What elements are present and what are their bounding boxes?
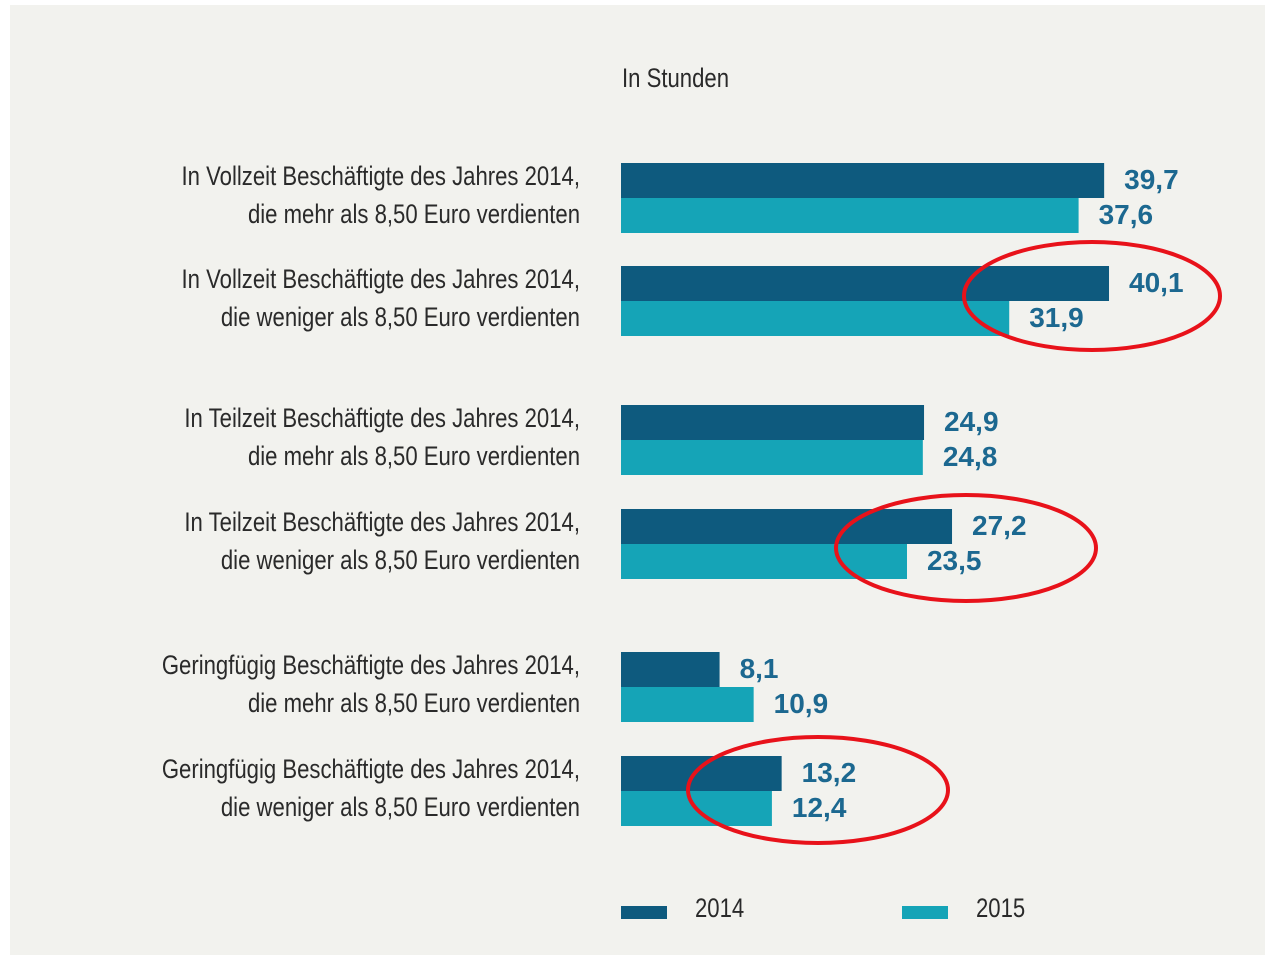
value-label: 10,9	[774, 688, 829, 719]
value-label: 12,4	[792, 792, 847, 823]
bar	[621, 687, 754, 722]
category-label: In Vollzeit Beschäftigte des Jahres 2014…	[182, 265, 580, 295]
bar	[621, 509, 953, 544]
highlight-ellipse	[834, 493, 1098, 603]
bar	[621, 405, 925, 440]
legend-swatch	[621, 906, 667, 919]
highlight-ellipse	[962, 240, 1222, 352]
category-label: In Teilzeit Beschäftigte des Jahres 2014…	[184, 508, 580, 538]
category-label: die weniger als 8,50 Euro verdienten	[221, 793, 580, 823]
bar	[621, 544, 907, 579]
category-label: die mehr als 8,50 Euro verdienten	[248, 689, 580, 719]
value-label: 27,2	[972, 510, 1026, 541]
category-label: die weniger als 8,50 Euro verdienten	[221, 303, 580, 333]
category-label: die mehr als 8,50 Euro verdienten	[248, 200, 580, 230]
category-label: Geringfügig Beschäftigte des Jahres 2014…	[162, 651, 580, 681]
legend-label: 2015	[976, 894, 1025, 924]
bar	[621, 440, 923, 475]
bar	[621, 198, 1079, 233]
category-label: In Teilzeit Beschäftigte des Jahres 2014…	[184, 404, 580, 434]
category-label: die weniger als 8,50 Euro verdienten	[221, 546, 580, 576]
bar	[621, 266, 1110, 301]
value-label: 31,9	[1029, 302, 1084, 333]
legend: 2014 2015	[621, 894, 1025, 924]
annotations	[686, 240, 1222, 845]
highlight-ellipse	[686, 735, 950, 845]
bar	[621, 301, 1010, 336]
value-label: 37,6	[1099, 199, 1154, 230]
value-label: 23,5	[927, 545, 982, 576]
legend-label: 2014	[695, 894, 744, 924]
chart-subtitle: In Stunden	[622, 64, 729, 94]
value-label: 8,1	[740, 653, 779, 684]
bar	[621, 652, 720, 687]
bars: 39,7 37,6 40,1 31,9 24,9 24,8 27,2 23,5 8,1 10,9 1…	[621, 163, 1184, 826]
value-label: 13,2	[802, 757, 857, 788]
value-label: 40,1	[1129, 267, 1184, 298]
category-label: die mehr als 8,50 Euro verdienten	[248, 442, 580, 472]
category-label: In Vollzeit Beschäftigte des Jahres 2014…	[182, 162, 580, 192]
bar	[621, 756, 782, 791]
value-label: 39,7	[1124, 164, 1179, 195]
value-label: 24,8	[943, 441, 998, 472]
bar	[621, 163, 1105, 198]
legend-swatch	[902, 906, 948, 919]
category-label: Geringfügig Beschäftigte des Jahres 2014…	[162, 755, 580, 785]
value-label: 24,9	[944, 406, 999, 437]
category-labels: In Vollzeit Beschäftigte des Jahres 2014…	[162, 162, 580, 823]
